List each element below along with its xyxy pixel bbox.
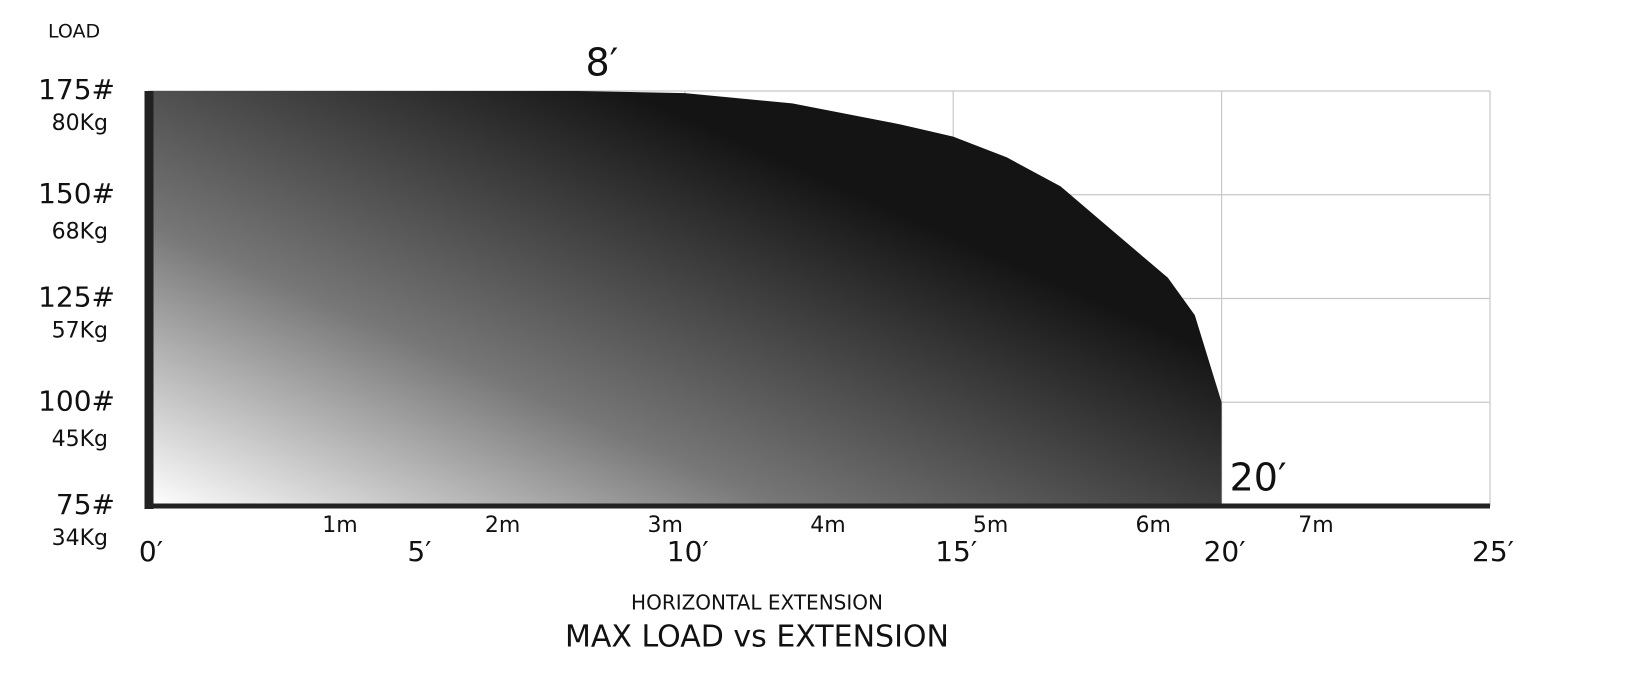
x2-tick-label: 4m — [810, 513, 845, 538]
y2-tick-label: 68Kg — [52, 219, 108, 244]
y-axis-label: LOAD — [48, 21, 100, 43]
x2-tick-label: 2m — [485, 513, 520, 538]
x-tick-label: 15′ — [935, 535, 977, 568]
x2-tick-label: 3m — [648, 513, 683, 538]
x-tick-label: 5′ — [407, 535, 431, 568]
x-axis-label: HORIZONTAL EXTENSION — [631, 591, 883, 615]
y-tick-label: 100# — [38, 384, 115, 417]
y-tick-label: 75# — [56, 488, 115, 521]
y-tick-label: 150# — [38, 177, 115, 210]
x-tick-label: 10′ — [667, 535, 709, 568]
annotation: 8′ — [585, 41, 618, 85]
x2-tick-label: 1m — [322, 513, 357, 538]
x-tick-label: 25′ — [1472, 535, 1514, 568]
axes: 75# 100# 125# 150# 175# 34Kg 45Kg 57Kg 68Kg 80Kg 0… — [38, 41, 1514, 569]
chart-title: MAX LOAD vs EXTENSION — [565, 620, 949, 655]
annotation: 20′ — [1230, 456, 1287, 500]
x-tick-label: 0′ — [139, 535, 163, 568]
x2-tick-label: 6m — [1136, 513, 1171, 538]
y2-tick-label: 45Kg — [52, 427, 108, 452]
x2-tick-label: 7m — [1298, 513, 1333, 538]
y2-tick-label: 80Kg — [52, 111, 108, 136]
y2-tick-label: 34Kg — [52, 526, 108, 551]
x2-tick-label: 5m — [973, 513, 1008, 538]
y2-tick-label: 57Kg — [52, 319, 108, 344]
plot — [148, 91, 1222, 506]
y-tick-label: 125# — [38, 281, 115, 314]
y-tick-label: 175# — [38, 73, 115, 106]
x-tick-label: 20′ — [1204, 535, 1246, 568]
area — [148, 91, 1222, 506]
